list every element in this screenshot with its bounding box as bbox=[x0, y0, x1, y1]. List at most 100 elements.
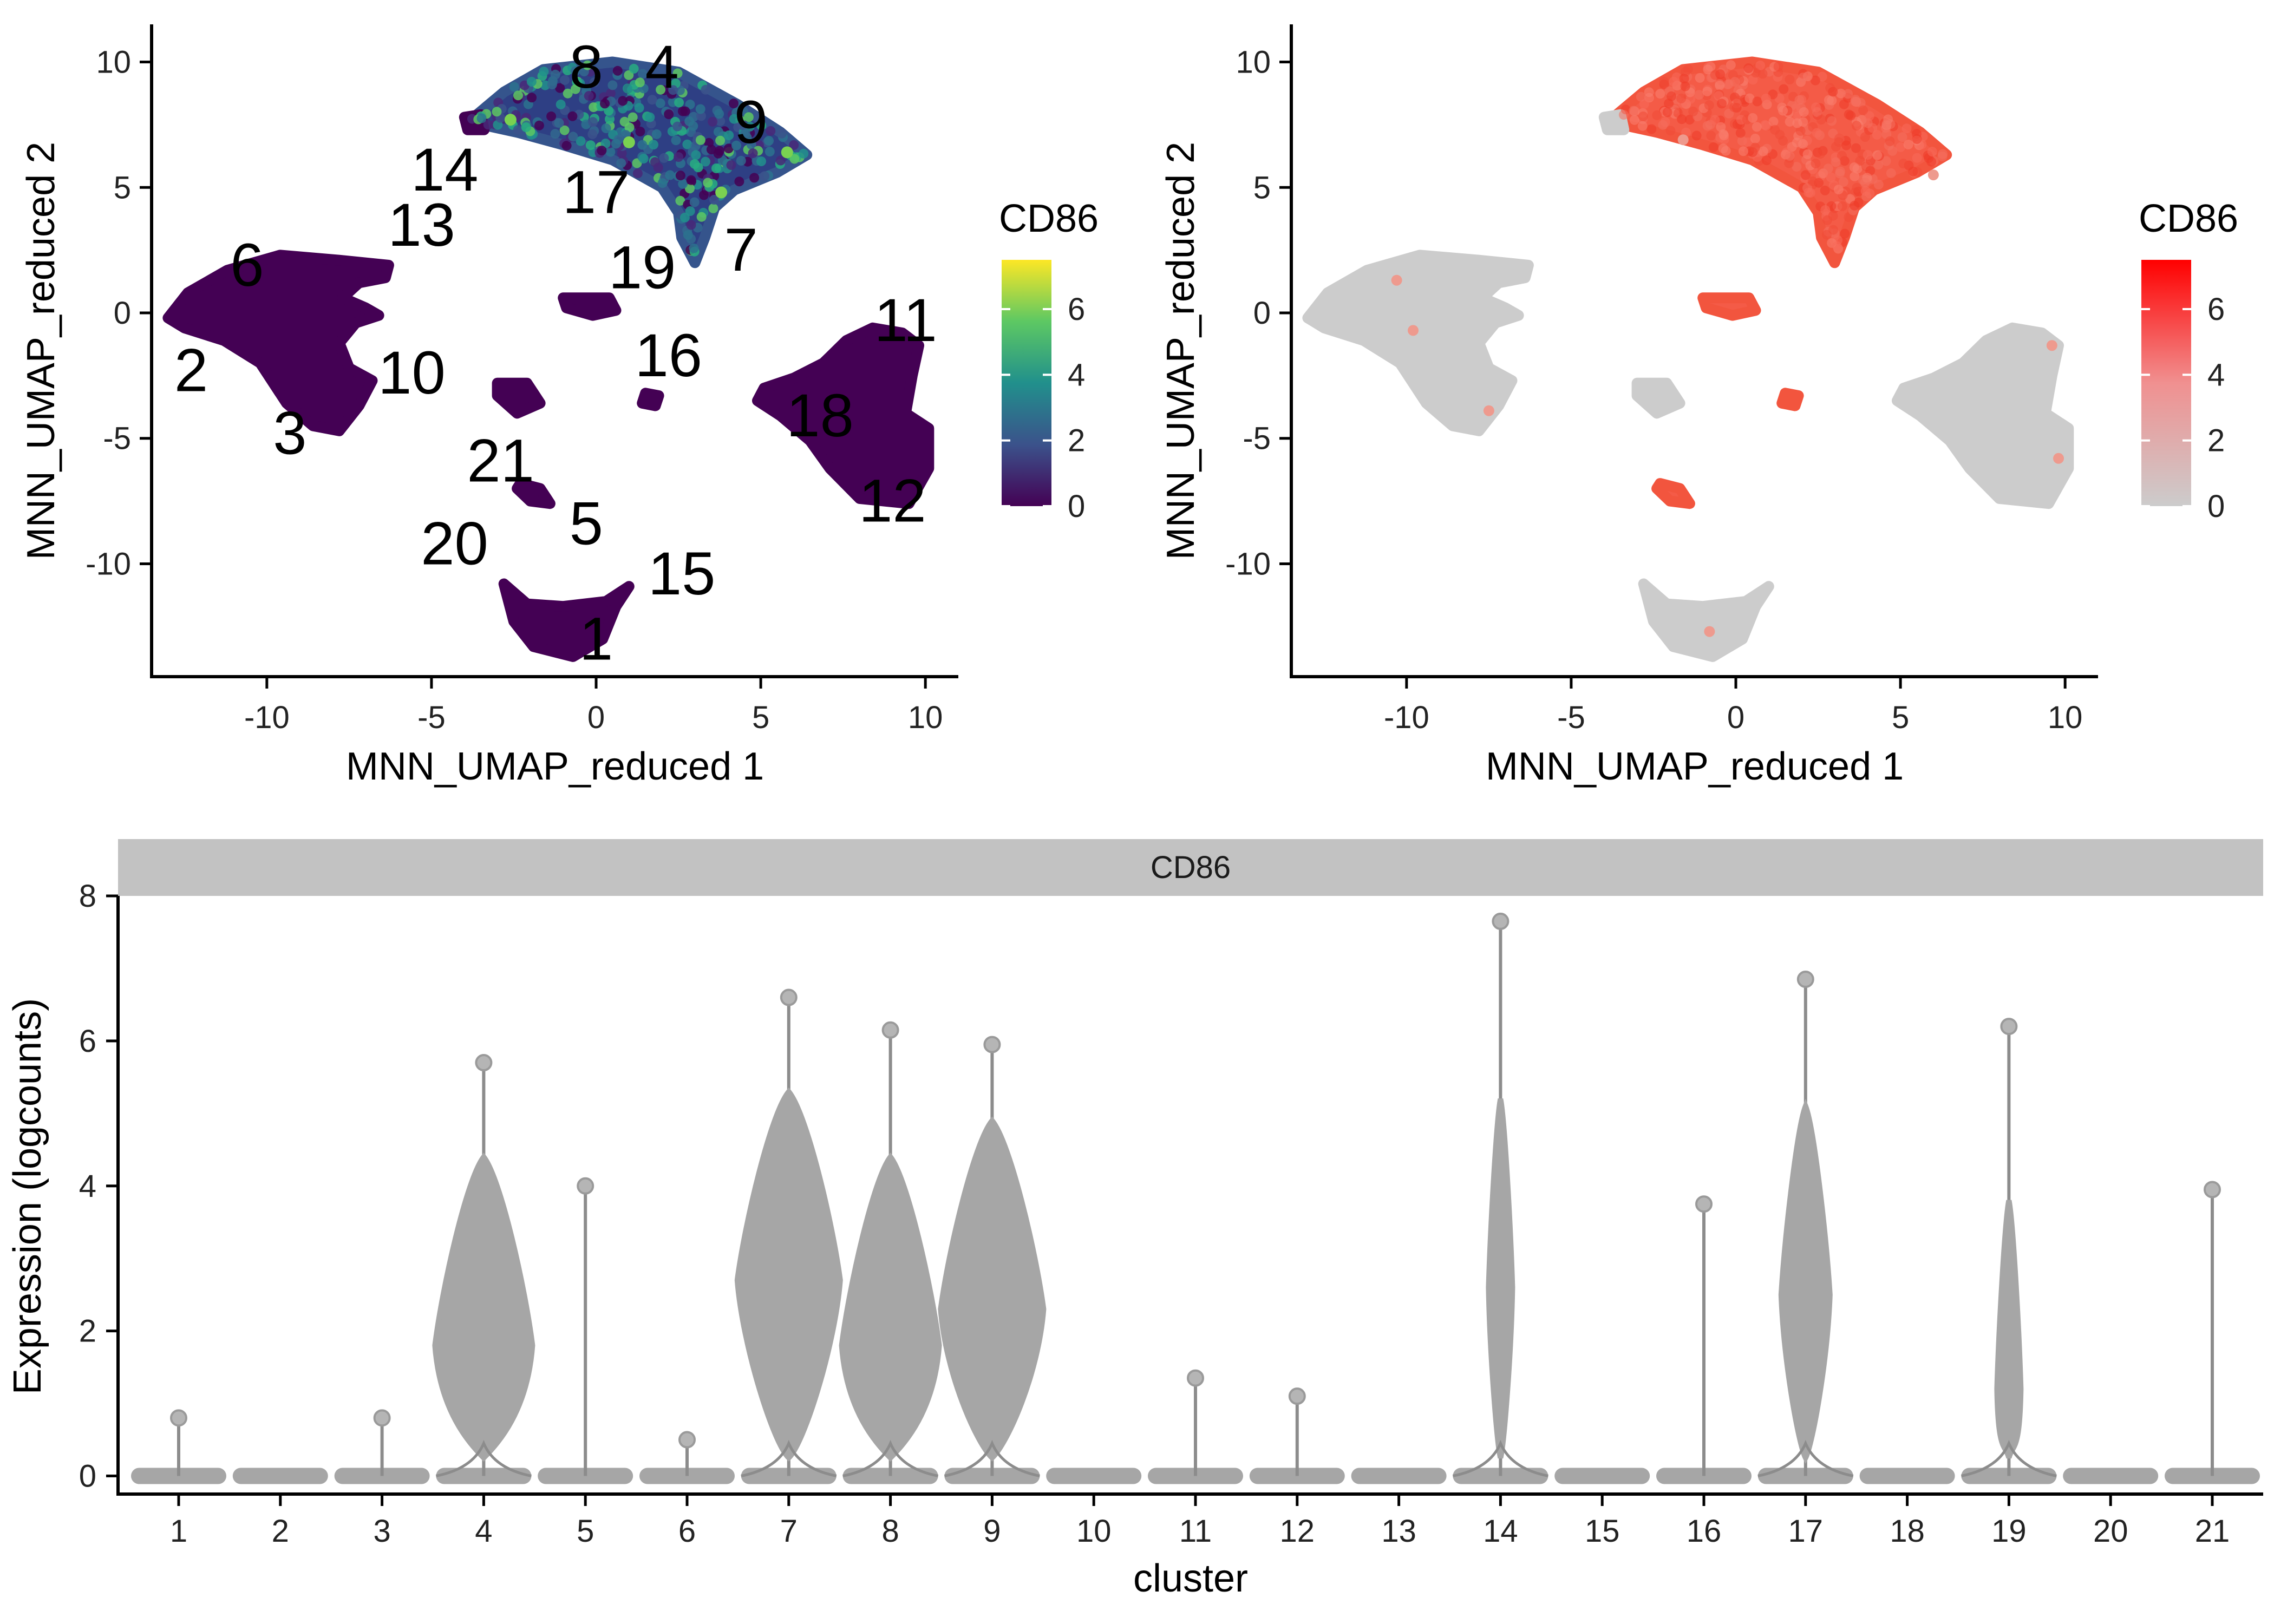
cell-point bbox=[1752, 122, 1762, 132]
cell-point bbox=[601, 123, 611, 133]
y-tick-label: -5 bbox=[1243, 421, 1271, 456]
cluster-label-13: 13 bbox=[388, 191, 455, 259]
cell-point bbox=[1873, 180, 1884, 189]
cell-point bbox=[1652, 110, 1662, 120]
cell-point bbox=[659, 153, 669, 163]
cell-point bbox=[588, 117, 598, 127]
cell-point bbox=[1755, 60, 1766, 70]
cell-point bbox=[684, 116, 695, 127]
cell-point bbox=[1768, 116, 1779, 127]
cell-point bbox=[1717, 99, 1727, 109]
violin-body bbox=[1994, 1200, 2024, 1459]
cell-point bbox=[1733, 95, 1743, 106]
expression-dots bbox=[1391, 60, 2064, 637]
y-tick-label: 2 bbox=[79, 1314, 96, 1349]
cell-point bbox=[1927, 169, 1939, 181]
cell-point bbox=[555, 83, 565, 93]
cell-point bbox=[1785, 74, 1795, 84]
cell-point bbox=[1721, 146, 1731, 156]
cell-point bbox=[748, 148, 758, 159]
x-tick-label: 20 bbox=[2093, 1514, 2128, 1549]
cluster-label-18: 18 bbox=[786, 382, 854, 449]
cell-point bbox=[1840, 228, 1850, 239]
max-point bbox=[170, 1409, 187, 1427]
cell-point bbox=[1912, 153, 1922, 163]
cell-point bbox=[1851, 143, 1861, 153]
violin-y-title: Expression (logcounts) bbox=[6, 998, 49, 1394]
cell-point bbox=[476, 113, 487, 123]
cell-point bbox=[1669, 77, 1679, 87]
violin-cluster-13 bbox=[1351, 1468, 1447, 1484]
umap-viridis-x-title: MNN_UMAP_reduced 1 bbox=[346, 745, 764, 788]
cell-point bbox=[638, 154, 649, 164]
cell-point bbox=[1938, 149, 1948, 159]
cell-point bbox=[645, 112, 655, 122]
point-cloud-bottom bbox=[1638, 578, 1774, 662]
cell-point bbox=[618, 96, 628, 106]
cell-point bbox=[509, 82, 519, 92]
cell-point bbox=[1807, 176, 1818, 186]
cell-point bbox=[1834, 133, 1845, 143]
facet-strip-label: CD86 bbox=[1151, 850, 1231, 885]
umap-red-x-title: MNN_UMAP_reduced 1 bbox=[1486, 745, 1904, 788]
violin-axes bbox=[116, 896, 2263, 1496]
violin-cluster-17 bbox=[1757, 971, 1854, 1484]
cell-point bbox=[563, 88, 573, 99]
cell-point bbox=[546, 111, 557, 121]
violin-body bbox=[938, 1116, 1047, 1462]
cell-point bbox=[1679, 74, 1689, 83]
x-tick-label: 10 bbox=[2048, 700, 2083, 735]
x-tick-label: 21 bbox=[2195, 1514, 2230, 1549]
cell-point bbox=[1897, 132, 1907, 142]
cell-point bbox=[711, 163, 721, 173]
cell-point bbox=[504, 114, 517, 126]
umap-red-panel: -10 -5 0 5 10 -10 -5 0 5 10 MNN_UMAP_reduced 1 MN… bbox=[1159, 24, 2238, 788]
cell-point bbox=[672, 121, 683, 132]
cell-point bbox=[587, 129, 598, 139]
violin-cluster-7 bbox=[734, 988, 843, 1484]
cell-point bbox=[607, 80, 618, 90]
cluster-label-10: 10 bbox=[378, 339, 446, 407]
cell-point bbox=[483, 120, 493, 130]
violin-cluster-14 bbox=[1452, 912, 1548, 1484]
max-point bbox=[475, 1054, 493, 1072]
cell-point bbox=[1706, 130, 1716, 141]
x-tick-label: 6 bbox=[678, 1514, 696, 1549]
legend-tick-label: 2 bbox=[1068, 423, 1085, 459]
umap-viridis-point-clouds bbox=[162, 56, 935, 662]
cell-point bbox=[1839, 99, 1849, 109]
x-tick-label: 10 bbox=[908, 700, 943, 735]
cell-point bbox=[589, 102, 599, 113]
x-tick-label: 9 bbox=[983, 1514, 1001, 1549]
violin-cluster-15 bbox=[1554, 1468, 1650, 1484]
cell-point bbox=[1927, 147, 1937, 157]
cell-point bbox=[597, 146, 607, 156]
violin-body bbox=[839, 1152, 942, 1462]
x-tick-label: 10 bbox=[1076, 1514, 1112, 1549]
cell-point bbox=[1676, 93, 1687, 103]
cell-point bbox=[777, 128, 787, 139]
legend-tick-label: 4 bbox=[2207, 357, 2225, 392]
x-tick-label: 11 bbox=[1179, 1514, 1212, 1549]
cell-point bbox=[526, 77, 537, 87]
cell-point bbox=[611, 139, 621, 149]
cell-point bbox=[1750, 134, 1760, 143]
cell-point bbox=[559, 125, 570, 135]
zero-points bbox=[2063, 1468, 2159, 1484]
y-tick-label: 8 bbox=[79, 879, 96, 914]
point-cloud-right bbox=[752, 322, 935, 509]
cell-point bbox=[766, 126, 776, 136]
violin-outline bbox=[944, 1439, 1040, 1477]
violin-cluster-19 bbox=[1961, 1018, 2057, 1484]
cell-point bbox=[749, 173, 760, 183]
cell-point bbox=[679, 212, 690, 222]
cell-point bbox=[1864, 111, 1874, 121]
cell-point bbox=[1802, 149, 1813, 159]
cell-point bbox=[682, 139, 692, 149]
cell-point bbox=[746, 140, 756, 150]
y-tick-label: 5 bbox=[114, 170, 131, 205]
cell-point bbox=[560, 75, 570, 85]
cell-point bbox=[1794, 95, 1805, 105]
cell-point bbox=[764, 136, 774, 146]
violin-outline bbox=[1961, 1439, 2057, 1477]
